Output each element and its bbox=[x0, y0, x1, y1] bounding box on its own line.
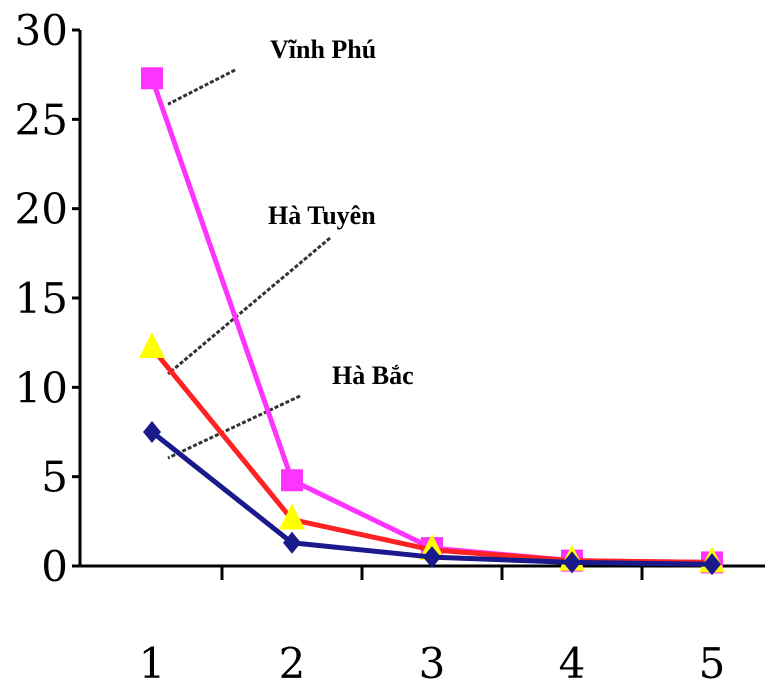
y-tick-label: 5 bbox=[41, 453, 68, 502]
x-tick-label: 4 bbox=[559, 639, 586, 685]
data-point-square bbox=[281, 469, 303, 492]
x-ticks: 1 2 3 4 5 bbox=[139, 566, 726, 685]
data-point-triangle bbox=[139, 332, 165, 359]
y-tick-label: 10 bbox=[15, 363, 68, 412]
annotations: Vĩnh Phú Hà Tuyên Hà Bắc bbox=[268, 35, 414, 390]
data-point-diamond bbox=[563, 551, 581, 574]
x-tick-label: 2 bbox=[279, 639, 306, 685]
data-point-diamond bbox=[423, 546, 441, 569]
annotation-leader-line bbox=[167, 394, 301, 460]
y-tick-label: 25 bbox=[15, 95, 68, 144]
y-tick-label: 0 bbox=[41, 542, 68, 591]
y-tick-label: 15 bbox=[15, 274, 68, 323]
series-line bbox=[150, 346, 713, 565]
annotation-vinh-phu: Vĩnh Phú bbox=[270, 35, 376, 64]
x-tick-label: 3 bbox=[419, 639, 446, 685]
data-point-square bbox=[141, 67, 163, 90]
series-group bbox=[139, 67, 725, 576]
x-tick-label: 5 bbox=[699, 639, 726, 685]
y-tick-label: 30 bbox=[15, 6, 68, 55]
data-point-diamond bbox=[143, 421, 161, 443]
data-point-diamond bbox=[283, 531, 301, 554]
series-2 bbox=[143, 421, 721, 576]
series-0 bbox=[141, 67, 723, 574]
annotation-leader-line bbox=[167, 236, 331, 376]
annotation-ha-bac: Hà Bắc bbox=[332, 361, 414, 390]
y-ticks: 0 5 10 15 20 25 30 bbox=[15, 6, 80, 591]
data-point-triangle bbox=[279, 503, 305, 530]
x-tick-label: 1 bbox=[139, 639, 166, 685]
annotation-leader-line bbox=[167, 68, 236, 106]
y-tick-label: 20 bbox=[15, 185, 68, 234]
annotation-leaders bbox=[167, 68, 331, 460]
series-1 bbox=[139, 332, 725, 573]
annotation-ha-tuyen: Hà Tuyên bbox=[268, 201, 376, 230]
axes bbox=[78, 30, 765, 568]
series-line bbox=[149, 77, 713, 565]
data-point-diamond bbox=[703, 553, 721, 576]
